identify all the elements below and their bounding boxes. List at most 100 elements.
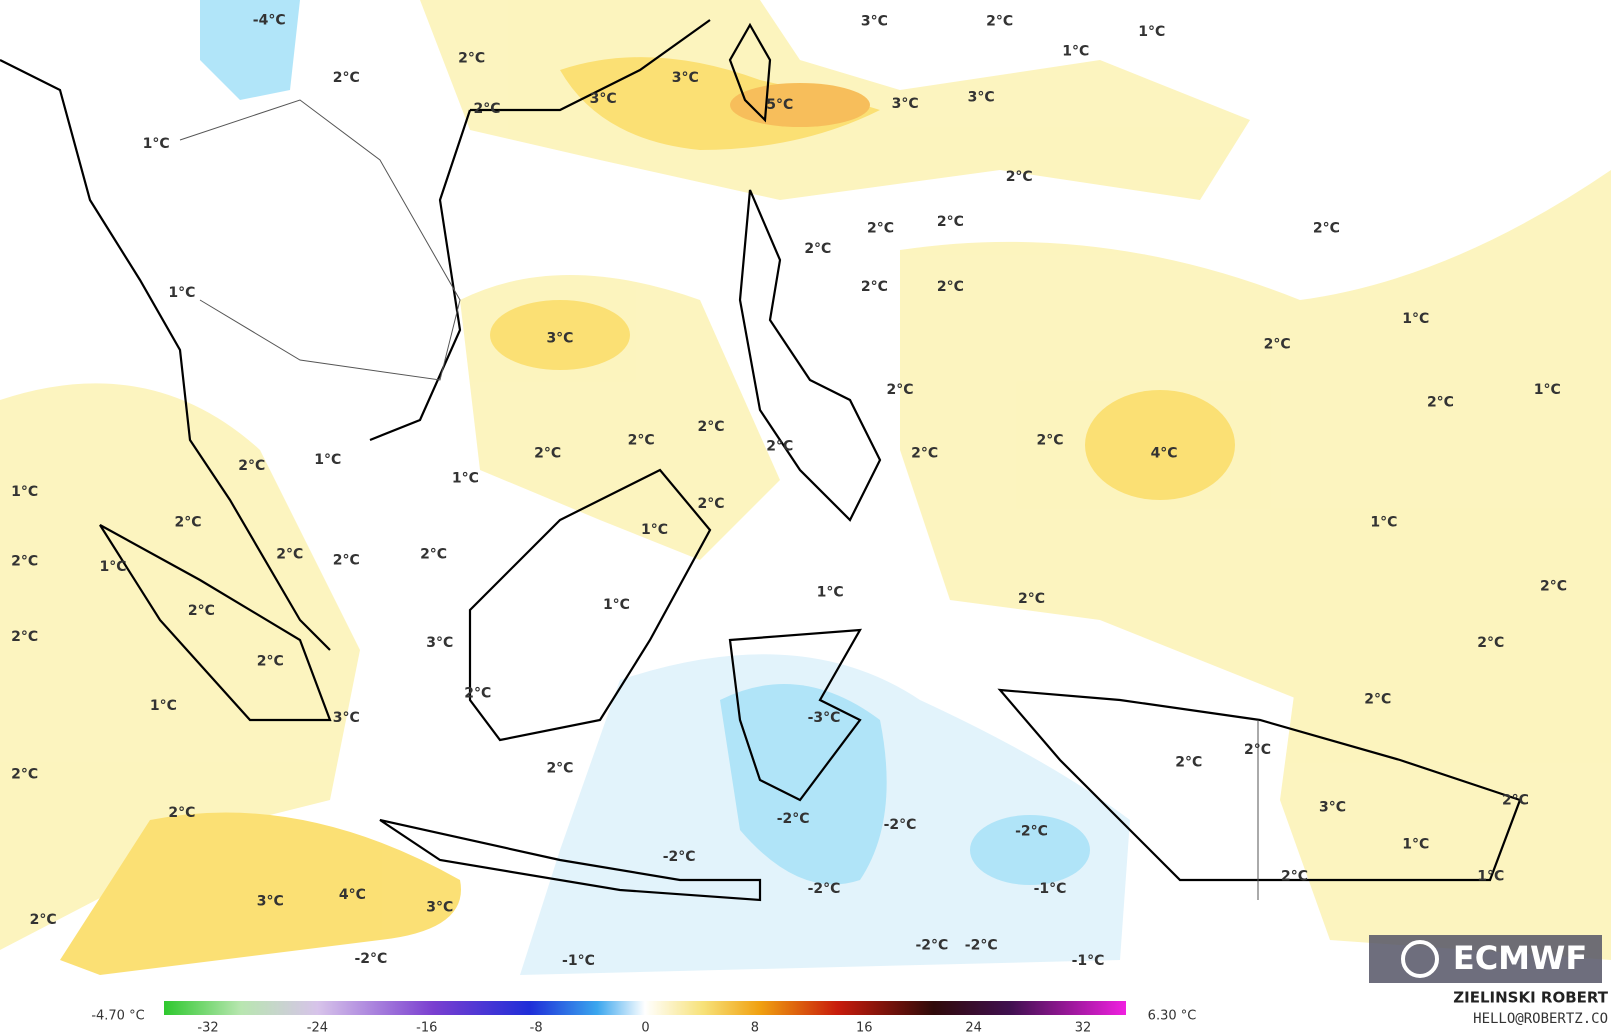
contour-label: 2°C	[473, 101, 500, 117]
colorbar	[164, 1001, 1126, 1015]
contour-label: 2°C	[1281, 869, 1308, 885]
colorbar-tick-label: 0	[641, 1021, 649, 1035]
contour-label: -2°C	[808, 881, 841, 897]
contour-label: 1°C	[143, 136, 170, 152]
contour-label: 1°C	[1402, 311, 1429, 327]
contour-label: 2°C	[1175, 754, 1202, 770]
contour-label: 3°C	[590, 91, 617, 107]
contour-label: 2°C	[1006, 169, 1033, 185]
contour-label: 1°C	[1370, 515, 1397, 531]
contour-label: 2°C	[420, 547, 447, 563]
contour-label: -4°C	[253, 13, 286, 29]
contact: HELLO@ROBERTZ.CO	[1473, 1011, 1608, 1027]
contour-label: 3°C	[426, 899, 453, 915]
contour-label: 3°C	[892, 96, 919, 112]
contour-label: -2°C	[777, 811, 810, 827]
contour-label: 5°C	[766, 97, 793, 113]
logo-box: ECMWF	[1369, 935, 1602, 983]
contour-label: 1°C	[100, 559, 127, 575]
contour-label: 2°C	[11, 554, 38, 570]
contour-label: 2°C	[697, 496, 724, 512]
contour-label: 1°C	[150, 698, 177, 714]
contour-label: 2°C	[867, 220, 894, 236]
contour-label: 2°C	[911, 446, 938, 462]
contour-label: -1°C	[1034, 881, 1067, 897]
contour-label: 1°C	[817, 585, 844, 601]
contour-label: 2°C	[175, 515, 202, 531]
contour-label: -2°C	[1015, 823, 1048, 839]
contour-label: 2°C	[333, 70, 360, 86]
contour-label: 3°C	[672, 70, 699, 86]
contour-label: -2°C	[663, 849, 696, 865]
contour-label: -3°C	[808, 710, 841, 726]
contour-label: 3°C	[968, 90, 995, 106]
colorbar-tick-label: 32	[1075, 1021, 1092, 1035]
contour-label: 2°C	[276, 547, 303, 563]
contour-label: 2°C	[1018, 591, 1045, 607]
contour-label: -2°C	[354, 951, 387, 967]
contour-label: 2°C	[546, 761, 573, 777]
contour-label: 4°C	[339, 887, 366, 903]
author: ZIELINSKI ROBERT	[1453, 989, 1608, 1007]
contour-label: -1°C	[562, 953, 595, 969]
contour-label: 2°C	[11, 767, 38, 783]
contour-label: 2°C	[30, 912, 57, 928]
contour-label: 2°C	[1037, 432, 1064, 448]
contour-label: 3°C	[333, 710, 360, 726]
contour-label: 3°C	[861, 14, 888, 30]
contour-label: 2°C	[628, 432, 655, 448]
contour-label: 2°C	[766, 439, 793, 455]
contour-label: 1°C	[603, 597, 630, 613]
contour-label: 2°C	[1540, 578, 1567, 594]
contour-label: 2°C	[1244, 742, 1271, 758]
contour-label: 3°C	[257, 893, 284, 909]
colorbar-tick-label: -24	[307, 1021, 328, 1035]
contour-label: 1°C	[452, 470, 479, 486]
contour-label: 3°C	[1319, 800, 1346, 816]
contour-label: 2°C	[168, 805, 195, 821]
contour-label: -2°C	[965, 937, 998, 953]
contour-label: 2°C	[11, 629, 38, 645]
contour-label: 2°C	[238, 458, 265, 474]
contour-label: 2°C	[1427, 394, 1454, 410]
contour-label: 2°C	[1502, 792, 1529, 808]
contour-label: 2°C	[937, 279, 964, 295]
contour-label: 2°C	[861, 279, 888, 295]
contour-label: 2°C	[333, 553, 360, 569]
contour-label: 2°C	[1364, 692, 1391, 708]
contour-label: 3°C	[546, 330, 573, 346]
colorbar-tick-label: -16	[416, 1021, 437, 1035]
contour-label: -2°C	[915, 937, 948, 953]
contour-label: 2°C	[257, 654, 284, 670]
contour-label: 1°C	[641, 522, 668, 538]
contour-label: 2°C	[458, 51, 485, 67]
contour-label: -2°C	[884, 817, 917, 833]
colorbar-tick-label: -32	[197, 1021, 218, 1035]
coastlines	[0, 19, 1522, 902]
colorbar-tick-label: 16	[856, 1021, 873, 1035]
contour-label: 1°C	[1402, 837, 1429, 853]
contour-label: 1°C	[168, 285, 195, 301]
contour-label: 2°C	[534, 446, 561, 462]
contour-labels: -4°C 2°C 2°C 3°C 3°C 2°C 1°C 5°C 3°C 2°C 1°C 1°C 3°C…	[11, 13, 1567, 969]
contour-label: 2°C	[887, 382, 914, 398]
contour-label: 3°C	[426, 635, 453, 651]
colorbar-max: 6.30 °C	[1148, 1009, 1197, 1024]
contour-label: 4°C	[1151, 446, 1178, 462]
contour-label: 2°C	[1313, 220, 1340, 236]
contour-label: 2°C	[188, 603, 215, 619]
contour-label: 2°C	[937, 214, 964, 230]
colorbar-tick-label: -8	[530, 1021, 543, 1035]
contour-label: 2°C	[986, 14, 1013, 30]
logo-text: ECMWF	[1453, 939, 1587, 977]
contour-label: 1°C	[1477, 869, 1504, 885]
contour-label: 1°C	[1138, 24, 1165, 40]
colorbar-tick-label: 8	[751, 1021, 759, 1035]
contour-label: 2°C	[697, 419, 724, 435]
contour-label: -1°C	[1072, 953, 1105, 969]
contour-label: 2°C	[1477, 635, 1504, 651]
contour-label: 1°C	[1062, 43, 1089, 59]
colorbar-tick-label: 24	[965, 1021, 982, 1035]
